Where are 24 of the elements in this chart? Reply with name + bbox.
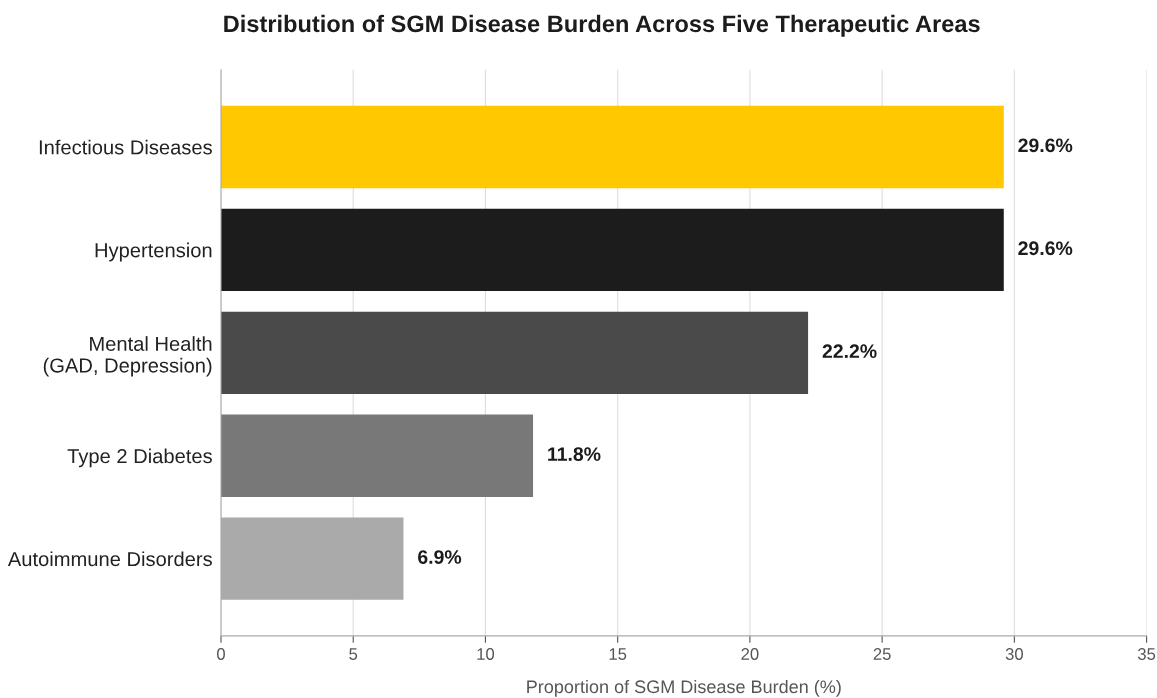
x-tick-label: 25 — [873, 648, 891, 660]
y-tick-label: Autoimmune Disorders — [7, 551, 212, 567]
data-label: 22.2% — [822, 344, 877, 359]
chart-title: Distribution of SGM Disease Burden Across Five Therapeutic Areas — [224, 14, 980, 37]
data-label: 11.8% — [548, 447, 601, 461]
y-tick-label: Hypertension — [95, 242, 212, 262]
bar — [220, 105, 1004, 189]
x-tick-label: 15 — [609, 648, 627, 660]
y-tick-label: Type 2 Diabetes — [67, 448, 212, 468]
x-tick-label: 20 — [741, 648, 759, 660]
y-tick-label: Infectious Diseases — [39, 139, 212, 155]
data-label: 29.6% — [1018, 241, 1073, 256]
x-tick-label: 0 — [217, 648, 225, 660]
data-label: 6.9% — [418, 550, 462, 564]
bar — [220, 208, 1004, 292]
bar — [220, 311, 809, 395]
x-tick-label: 10 — [477, 648, 495, 660]
x-tick-label: 30 — [1005, 648, 1023, 660]
y-tick-label: Mental Health (GAD, Depression) — [43, 336, 212, 377]
data-label: 29.6% — [1018, 138, 1073, 153]
bar — [220, 414, 534, 497]
x-tick-label: 35 — [1137, 648, 1156, 660]
x-axis-title: Proportion of SGM Disease Burden (%) — [527, 679, 841, 697]
x-tick-label: 5 — [349, 648, 358, 660]
